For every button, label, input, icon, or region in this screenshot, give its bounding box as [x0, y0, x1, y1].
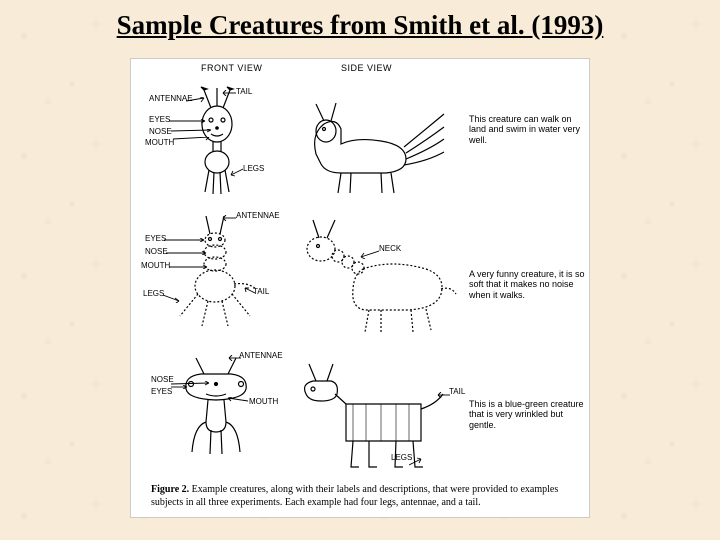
creature-1-side: [286, 89, 446, 199]
caption-lead: Figure 2.: [151, 484, 189, 495]
description-3: This is a blue-green creature that is ve…: [469, 399, 587, 430]
label-legs-2: LEGS: [143, 289, 164, 298]
description-2: A very funny creature, it is so soft tha…: [469, 269, 587, 300]
label-tail-3: TAIL: [449, 387, 465, 396]
label-tail-2: TAIL: [253, 287, 269, 296]
label-antennae-3: ANTENNAE: [239, 351, 283, 360]
label-mouth-3: MOUTH: [249, 397, 278, 406]
creature-3-side: [291, 359, 456, 474]
creature-3-front: [166, 354, 266, 464]
label-neck-2: NECK: [379, 244, 401, 253]
figure-panel: FRONT VIEW SIDE VIEW ANTENNAE TAIL EYES: [130, 58, 590, 518]
label-antennae-2: ANTENNAE: [236, 211, 280, 220]
description-1: This creature can walk on land and swim …: [469, 114, 587, 145]
page-title: Sample Creatures from Smith et al. (1993…: [0, 10, 720, 41]
label-nose-1: NOSE: [149, 127, 172, 136]
label-eyes-3: EYES: [151, 387, 172, 396]
label-mouth-2: MOUTH: [141, 261, 170, 270]
front-view-header: FRONT VIEW: [201, 63, 262, 73]
label-eyes-1: EYES: [149, 115, 170, 124]
side-view-header: SIDE VIEW: [341, 63, 392, 73]
figure-caption: Figure 2. Example creatures, along with …: [151, 484, 569, 509]
caption-text: Example creatures, along with their labe…: [151, 484, 558, 508]
label-legs-1: LEGS: [243, 164, 264, 173]
label-mouth-1: MOUTH: [145, 138, 174, 147]
label-nose-2: NOSE: [145, 247, 168, 256]
creature-2-side: [291, 214, 461, 339]
label-tail-1: TAIL: [236, 87, 252, 96]
creature-2-front: [166, 214, 266, 334]
